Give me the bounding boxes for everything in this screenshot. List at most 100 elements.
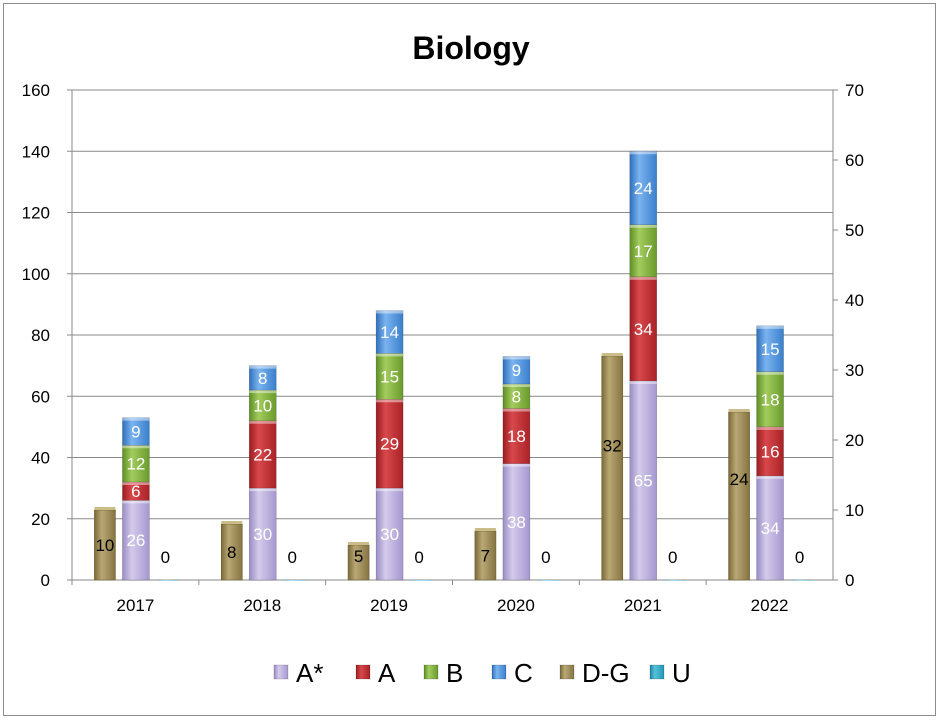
bar-dg-2022 <box>728 411 750 581</box>
data-label-stack: 26 <box>126 531 145 550</box>
data-labels: 26 6 12 9 10 0 30 22 10 8 8 0 30 29 15 14 5 0 38 18 8 9 7 0 65 34… <box>95 179 804 567</box>
bar-b-2018 <box>248 389 277 422</box>
data-label-dg: 24 <box>730 470 749 489</box>
chart-title: Biology <box>412 30 530 66</box>
legend-label: D-G <box>582 658 630 688</box>
right-tick-label: 30 <box>845 361 864 380</box>
bar-dg-cap-2017 <box>94 507 116 510</box>
data-label-stack: 29 <box>380 435 399 454</box>
data-label-stack: 10 <box>253 396 272 415</box>
right-tick-label: 60 <box>845 151 864 170</box>
bar-highlight <box>629 380 657 384</box>
bar-astar-2021 <box>629 380 658 581</box>
bar-u-2022 <box>791 580 813 581</box>
bar-highlight <box>376 488 404 492</box>
bar-highlight <box>249 365 277 369</box>
bar-dg-cap-2020 <box>474 528 496 531</box>
data-label-stack: 12 <box>126 455 145 474</box>
left-tick-label: 120 <box>22 204 50 223</box>
data-label-stack: 24 <box>634 179 653 198</box>
bar-highlight <box>502 356 530 360</box>
bar-u-2021 <box>664 580 686 581</box>
bar-a-2021 <box>629 276 658 382</box>
data-label-stack: 16 <box>761 442 780 461</box>
right-tick-label: 10 <box>845 501 864 520</box>
legend: A* A B C D-G U <box>273 658 691 688</box>
bar-c-2020 <box>502 356 531 385</box>
category-label: 2022 <box>751 596 789 615</box>
bar-a-2022 <box>756 426 784 477</box>
data-label-stack: 6 <box>131 482 140 501</box>
data-label-stack: 30 <box>253 525 272 544</box>
right-tick-label: 50 <box>845 221 864 240</box>
bar-highlight <box>249 390 277 394</box>
bar-b-2021 <box>629 224 658 278</box>
legend-swatch-d-g <box>559 664 575 680</box>
bar-dg-cap-2022 <box>728 409 750 412</box>
data-label-u: 0 <box>668 548 677 567</box>
right-tick-label: 20 <box>845 431 864 450</box>
bar-a-2020 <box>502 408 531 464</box>
legend-label: U <box>672 658 691 688</box>
bar-highlight <box>376 310 404 314</box>
data-label-dg: 32 <box>603 437 622 456</box>
data-label-dg: 8 <box>227 543 236 562</box>
legend-swatch-a <box>355 664 371 680</box>
data-label-stack: 22 <box>253 445 272 464</box>
data-label-stack: 9 <box>131 422 140 441</box>
bar-astar-2018 <box>248 487 277 581</box>
bar-c-2021 <box>629 150 658 226</box>
axes: 0204060801001201401600102030405060702017… <box>22 81 864 615</box>
data-label-stack: 65 <box>634 471 653 490</box>
data-label-stack: 17 <box>634 242 653 261</box>
bar-highlight <box>122 500 150 504</box>
bar-dg-2021 <box>601 355 624 581</box>
data-label-stack: 14 <box>380 323 399 342</box>
legend-label: C <box>514 658 533 688</box>
bar-b-2022 <box>756 371 784 428</box>
left-tick-label: 60 <box>31 387 50 406</box>
bar-u-2018 <box>284 580 306 581</box>
category-label: 2021 <box>624 596 662 615</box>
bar-highlight <box>249 488 277 492</box>
legend-label: A <box>378 658 396 688</box>
left-tick-label: 80 <box>31 326 50 345</box>
legend-label: B <box>446 658 463 688</box>
bar-highlight <box>502 463 530 467</box>
bar-highlight <box>629 224 657 228</box>
data-label-stack: 30 <box>380 525 399 544</box>
biology-chart: Biology 02040608010012014016001020304050… <box>22 30 864 688</box>
chart-frame: Biology 0 20 40 60 80 100 120 140 160 0 10 20 30 40 50… <box>3 3 936 716</box>
bar-highlight <box>502 408 530 412</box>
data-label-u: 0 <box>161 548 170 567</box>
bar-u-2019 <box>411 580 433 581</box>
category-label: 2019 <box>370 596 408 615</box>
category-label: 2017 <box>117 596 155 615</box>
bar-a-2019 <box>375 399 404 489</box>
bar-highlight <box>629 276 657 280</box>
legend-swatch-astar <box>273 664 289 680</box>
data-label-dg: 7 <box>481 547 490 566</box>
left-tick-label: 160 <box>22 81 50 100</box>
bar-highlight <box>122 445 150 449</box>
bar-highlight <box>756 325 784 329</box>
bar-b-2020 <box>502 383 531 409</box>
legend-label: A* <box>296 658 323 688</box>
data-label-stack: 15 <box>380 367 399 386</box>
left-tick-label: 40 <box>31 449 50 468</box>
bar-b-2017 <box>122 444 150 483</box>
bar-u-2020 <box>537 580 559 581</box>
left-tick-label: 20 <box>31 510 50 529</box>
category-label: 2018 <box>243 596 281 615</box>
data-label-stack: 8 <box>258 369 267 388</box>
data-label-u: 0 <box>541 548 550 567</box>
data-label-stack: 8 <box>512 387 521 406</box>
bar-u-2017 <box>157 580 179 581</box>
bar-dg-cap-2018 <box>221 521 243 524</box>
bar-astar-2020 <box>502 463 531 581</box>
data-label-u: 0 <box>288 548 297 567</box>
bar-dg-cap-2021 <box>601 353 623 356</box>
data-label-u: 0 <box>414 548 423 567</box>
right-tick-label: 40 <box>845 291 864 310</box>
legend-swatch-u <box>649 664 665 680</box>
